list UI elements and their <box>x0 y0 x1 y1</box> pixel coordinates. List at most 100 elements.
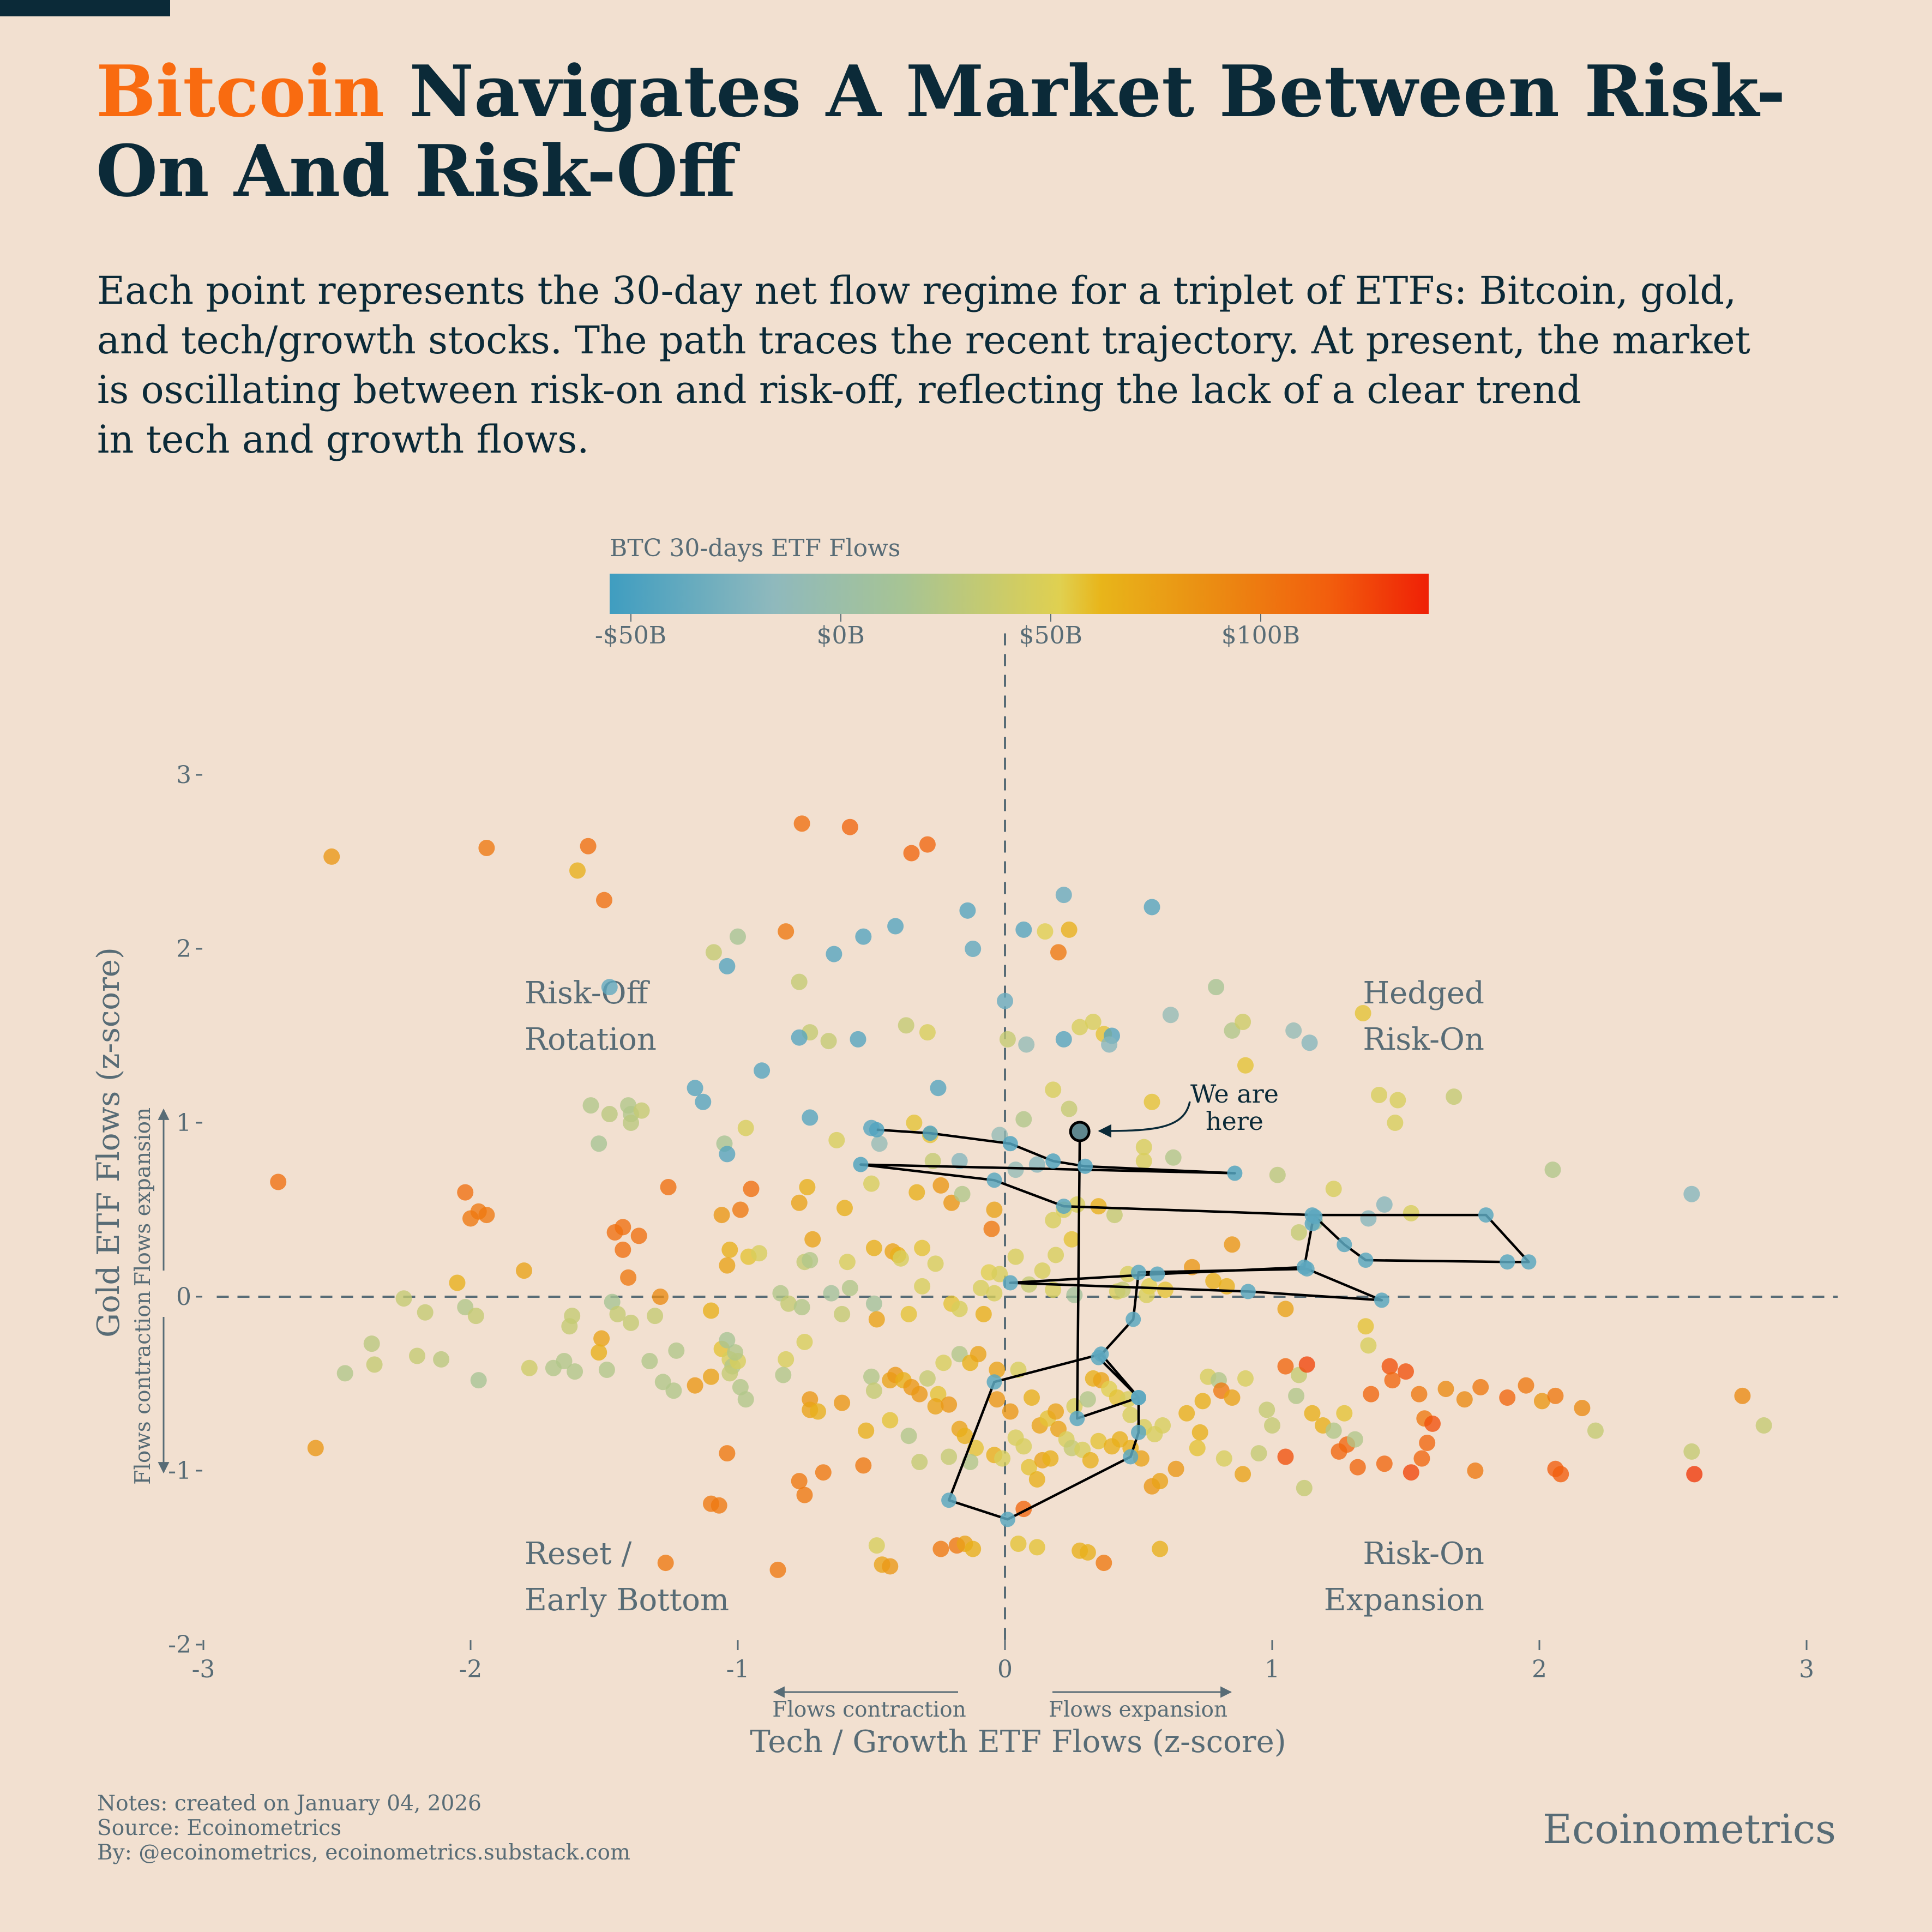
quad-label-bottom-right-2: Expansion <box>1324 1582 1484 1618</box>
trajectory-path <box>853 1121 1537 1527</box>
path-point <box>1069 1411 1085 1427</box>
data-point <box>1079 1544 1096 1561</box>
data-point <box>914 1278 931 1295</box>
data-point <box>1250 1445 1267 1462</box>
data-point <box>449 1274 466 1291</box>
data-point <box>395 1290 412 1307</box>
data-point <box>623 1115 639 1131</box>
data-point <box>991 1266 1008 1283</box>
colorbar-tick <box>630 614 631 622</box>
data-point <box>868 1311 885 1328</box>
y-tick-label: 3 <box>176 761 191 789</box>
corner-accent-bar <box>0 0 170 16</box>
quad-label-top-left-1: Risk-Off <box>525 976 651 1011</box>
data-point <box>1371 1086 1387 1103</box>
data-point <box>737 1391 754 1408</box>
path-point <box>922 1126 938 1141</box>
data-point <box>839 1254 856 1271</box>
data-point <box>1419 1434 1436 1451</box>
path-point <box>986 1374 1002 1390</box>
data-point <box>1066 1398 1083 1415</box>
data-point <box>1413 1450 1430 1467</box>
data-point <box>478 1207 495 1224</box>
data-point <box>887 918 904 935</box>
data-point <box>1467 1462 1484 1479</box>
path-point <box>1521 1254 1537 1270</box>
data-point <box>1357 1318 1374 1335</box>
data-point <box>601 979 618 996</box>
data-point <box>793 815 810 832</box>
data-point <box>1437 1381 1454 1398</box>
data-point <box>1154 1417 1171 1434</box>
data-point <box>1066 1286 1083 1303</box>
data-point <box>1235 1466 1251 1483</box>
data-point <box>1264 1417 1280 1434</box>
data-point <box>433 1351 450 1368</box>
colorbar-label: BTC 30-days ETF Flows <box>610 534 901 562</box>
y-arrow-down-label: Flows contraction <box>131 1291 155 1484</box>
colorbar-tick-label: $0B <box>816 622 865 649</box>
data-point <box>900 1428 917 1445</box>
x-tick-label: 1 <box>1265 1656 1280 1683</box>
data-point <box>1055 1031 1072 1048</box>
data-point <box>919 1024 936 1041</box>
path-point <box>1337 1237 1352 1253</box>
path-point <box>1240 1284 1256 1299</box>
x-tick-label: 2 <box>1532 1656 1547 1683</box>
title-accent: Bitcoin <box>96 50 385 133</box>
data-point <box>516 1262 532 1279</box>
quad-label-bottom-left-2: Early Bottom <box>525 1582 729 1618</box>
data-point <box>1061 1100 1078 1117</box>
data-point <box>1288 1387 1305 1404</box>
data-point <box>1381 1358 1398 1375</box>
data-point <box>601 1106 618 1123</box>
path-point <box>1227 1165 1243 1181</box>
data-point <box>956 1428 973 1445</box>
data-point <box>569 862 586 879</box>
x-tick-label: -1 <box>726 1656 750 1683</box>
data-point <box>1101 1036 1118 1053</box>
data-point <box>865 1295 882 1312</box>
data-point <box>1277 1301 1294 1317</box>
data-point <box>1143 1093 1160 1110</box>
data-point <box>606 1224 623 1241</box>
data-point <box>687 1377 703 1394</box>
data-point <box>932 1177 949 1194</box>
data-point <box>620 1269 637 1286</box>
colorbar <box>610 574 1429 614</box>
data-point <box>989 1361 1006 1378</box>
data-point <box>778 923 795 940</box>
data-point <box>796 1333 813 1350</box>
data-point <box>972 1280 989 1297</box>
data-point <box>834 1394 851 1411</box>
data-point <box>911 1454 928 1471</box>
y-arrow-up-label: Flows expansion <box>131 1108 155 1286</box>
data-point <box>855 1457 872 1474</box>
data-point <box>927 1255 944 1272</box>
data-point <box>1114 1281 1131 1298</box>
data-point <box>593 1330 610 1347</box>
data-point <box>965 1540 982 1557</box>
data-point <box>1034 1262 1051 1279</box>
data-point <box>900 1305 917 1322</box>
data-point <box>1090 1433 1107 1449</box>
data-point <box>898 1017 914 1034</box>
data-point <box>732 1379 749 1395</box>
data-point <box>791 1473 808 1490</box>
data-point <box>730 928 746 945</box>
data-point <box>1063 1231 1080 1248</box>
data-point <box>986 1201 1003 1218</box>
data-point <box>652 1289 669 1305</box>
data-point <box>719 1332 736 1349</box>
data-point <box>1389 1092 1406 1109</box>
data-point <box>1424 1415 1441 1432</box>
data-point <box>703 1302 719 1319</box>
footer-notes-line: Notes: created on January 04, 2026 <box>97 1791 482 1816</box>
x-axis-title: Tech / Growth ETF Flows (z-score) <box>750 1724 1286 1760</box>
data-point <box>858 1422 875 1439</box>
data-point <box>719 1257 736 1274</box>
data-point <box>791 973 808 990</box>
data-point <box>665 1382 682 1399</box>
data-point <box>991 1127 1008 1143</box>
data-point <box>1007 1248 1024 1265</box>
